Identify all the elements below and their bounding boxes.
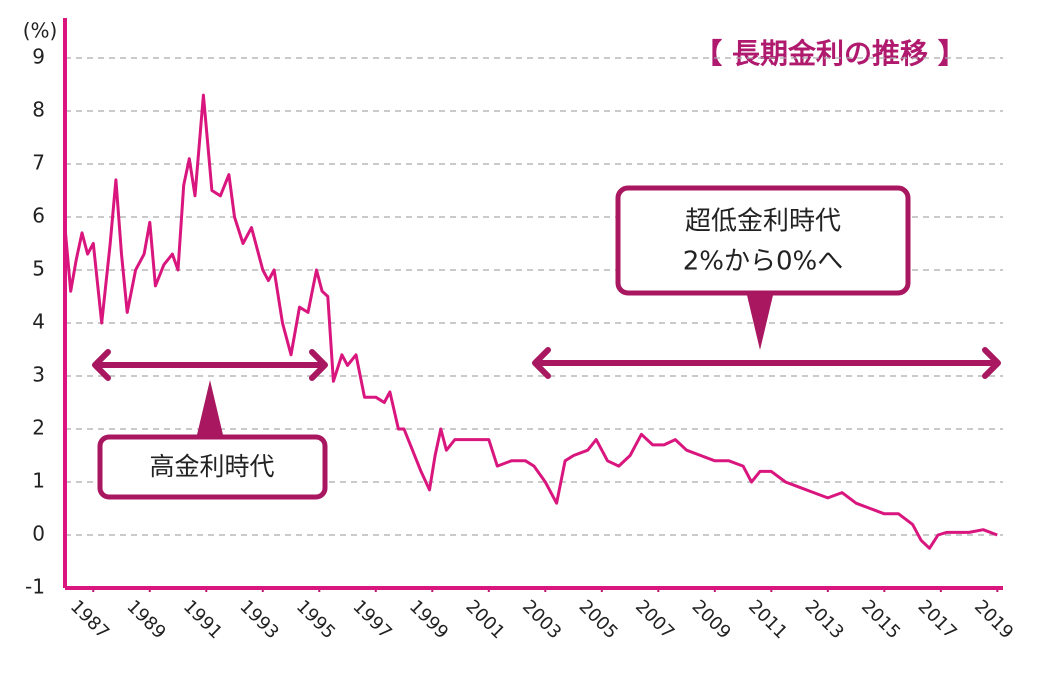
- span-arrow: [532, 347, 1001, 379]
- callout-text: 高金利時代: [149, 452, 274, 481]
- y-tick-label: 7: [32, 151, 45, 175]
- callout-pointer: [196, 380, 224, 439]
- y-tick-label: -1: [25, 575, 45, 599]
- chart-title: 【 長期金利の推移 】: [694, 37, 966, 70]
- y-axis-label: (%): [23, 19, 58, 43]
- y-tick-label: 4: [32, 310, 45, 334]
- x-tick-label: 2009: [688, 596, 735, 643]
- x-tick-label: 2003: [518, 596, 565, 643]
- callout-text: 2%から0%へ: [683, 247, 844, 277]
- y-tick-label: 8: [32, 98, 45, 122]
- x-tick-label: 2007: [631, 596, 678, 643]
- callout-low: 超低金利時代 2%から0%へ: [532, 185, 1001, 379]
- x-tick-label: 2013: [801, 596, 848, 643]
- x-tick-label: 1991: [179, 596, 226, 643]
- x-tick-label: 1989: [122, 596, 169, 643]
- x-tick-label: 2011: [744, 596, 791, 643]
- x-tick-label: 1999: [405, 596, 452, 643]
- data-line: [63, 93, 998, 550]
- span-arrow: [92, 349, 328, 381]
- y-tick-label: 5: [32, 257, 45, 281]
- x-tick-label: 1993: [236, 596, 283, 643]
- callout-high: 高金利時代: [92, 349, 328, 500]
- plot-area: -1 0 1 2 3 4 5 6 7 8 9 1987 1989 1991 1993 1995 1997 1999…: [25, 18, 1017, 643]
- callout-text: 超低金利時代: [685, 207, 841, 237]
- x-tick-label: 2005: [575, 596, 622, 643]
- x-tick-label: 2015: [857, 596, 904, 643]
- x-tick-label: 1995: [292, 596, 339, 643]
- y-tick-label: 0: [32, 522, 45, 546]
- y-tick-label: 2: [32, 416, 45, 440]
- callout-pointer: [746, 291, 774, 350]
- x-tick-label: 1987: [66, 596, 113, 643]
- x-tick-label: 2017: [914, 596, 961, 643]
- y-tick-label: 6: [32, 204, 45, 228]
- y-tick-label: 9: [32, 45, 45, 69]
- y-tick-label: 1: [32, 469, 45, 493]
- callout-box: [615, 185, 911, 296]
- x-tick-label: 2019: [970, 596, 1017, 643]
- x-tick-label: 2001: [462, 596, 509, 643]
- x-tick-label: 1997: [349, 596, 396, 643]
- y-tick-label: 3: [32, 363, 45, 387]
